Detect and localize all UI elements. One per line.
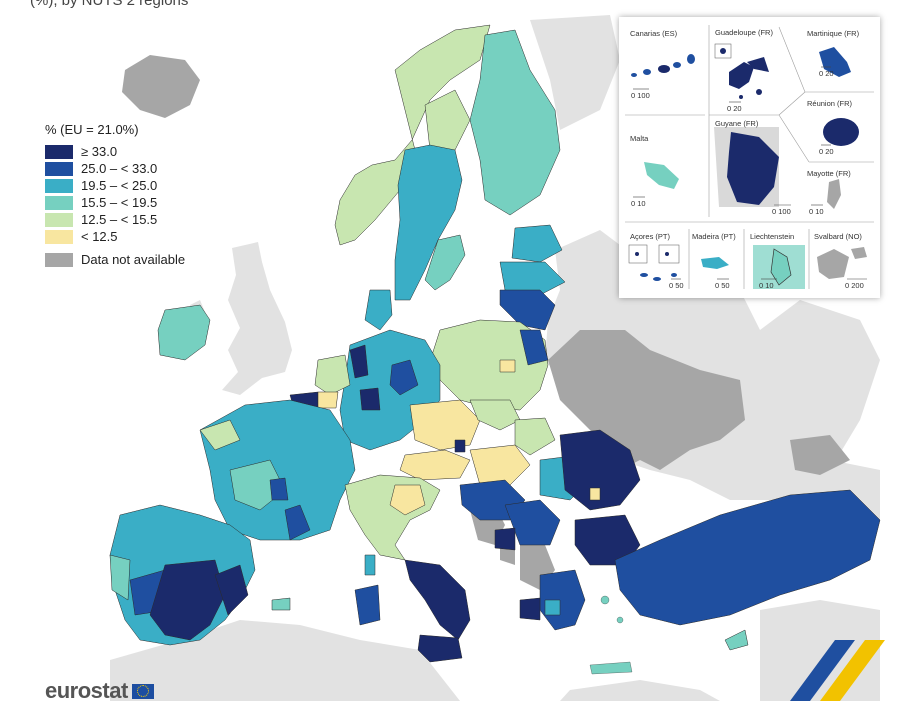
greek-islands [589,595,633,675]
baltic-regions [499,224,566,331]
legend-label: < 12.5 [81,229,118,244]
legend-row: 15.5 – < 19.5 [45,194,185,211]
legend-label: 25.0 – < 33.0 [81,161,158,176]
legend-swatch [45,144,73,159]
legend-row: ≥ 33.0 [45,143,185,160]
iberia-regions [109,504,291,646]
inset-label-malta: Malta [630,134,649,143]
scale-guyane: 0 100 [772,207,791,216]
legend: % (EU = 21.0%) ≥ 33.0 25.0 – < 33.0 19.5 –… [45,122,185,268]
brand-name: eurostat [45,678,128,703]
malta-shape [644,162,679,189]
scale-malta: 0 10 [631,199,646,208]
scale-madeira: 0 50 [715,281,730,290]
canarias-shape [631,54,695,77]
legend-swatch-na [45,252,73,267]
guadeloupe-shape [714,43,769,99]
inset-label-guadeloupe: Guadeloupe (FR) [715,28,773,37]
legend-label: 19.5 – < 25.0 [81,178,158,193]
france-regions [199,399,373,541]
inset-label-guyane: Guyane (FR) [715,119,759,128]
legend-row-na: Data not available [45,251,185,268]
legend-swatch [45,195,73,210]
nordic-regions [334,24,561,331]
legend-row: 25.0 – < 33.0 [45,160,185,177]
legend-label: ≥ 33.0 [81,144,118,159]
map-subtitle-fragment: (%), by NUTS 2 regions [30,0,189,9]
legend-row: < 12.5 [45,228,185,245]
scale-svalbard: 0 200 [845,281,864,290]
ireland-regions [157,304,211,361]
legend-swatch [45,229,73,244]
legend-swatch [45,212,73,227]
liechtenstein-shape [753,245,805,289]
acores-shape [628,244,680,281]
legend-row: 12.5 – < 15.5 [45,211,185,228]
inset-panel-grid [625,25,874,289]
legend-swatch [45,178,73,193]
mayotte-shape [827,179,841,209]
reunion-shape [823,118,859,146]
madeira-shape [701,257,729,269]
scale-acores: 0 50 [669,281,684,290]
legend-row: 19.5 – < 25.0 [45,177,185,194]
scale-martinique: 0 20 [819,69,834,78]
inset-label-svalbard: Svalbard (NO) [814,232,862,241]
turkey-region [614,489,881,651]
martinique-shape [819,47,851,77]
italy-regions [344,474,471,663]
inset-label-madeira: Madeira (PT) [692,232,736,241]
svalbard-shape [817,247,867,279]
guyane-shape [714,127,779,207]
scale-liechtenstein: 0 10 [759,281,774,290]
scale-canarias: 0 100 [631,91,650,100]
inset-label-martinique: Martinique (FR) [807,29,860,38]
scale-reunion: 0 20 [819,147,834,156]
legend-label: 12.5 – < 15.5 [81,212,158,227]
scale-guadeloupe: 0 20 [727,104,742,113]
decorative-chevron [790,640,885,701]
eurostat-logo: eurostat [45,678,154,704]
inset-label-mayotte: Mayotte (FR) [807,169,851,178]
legend-title: % (EU = 21.0%) [45,122,139,137]
inset-label-canarias: Canarias (ES) [630,29,678,38]
iceland [122,55,200,118]
eu-flag-icon [131,683,154,699]
scale-mayotte: 0 10 [809,207,824,216]
legend-label-na: Data not available [81,252,186,267]
balkan-regions [459,429,641,631]
legend-swatch [45,161,73,176]
inset-label-liechtenstein: Liechtenstein [750,232,795,241]
inset-panel: Canarias (ES) Guadeloupe (FR) Martinique… [619,17,880,298]
inset-label-reunion: Réunion (FR) [807,99,853,108]
central-europe-regions [289,319,556,486]
inset-label-acores: Açores (PT) [630,232,671,241]
legend-label: 15.5 – < 19.5 [81,195,158,210]
